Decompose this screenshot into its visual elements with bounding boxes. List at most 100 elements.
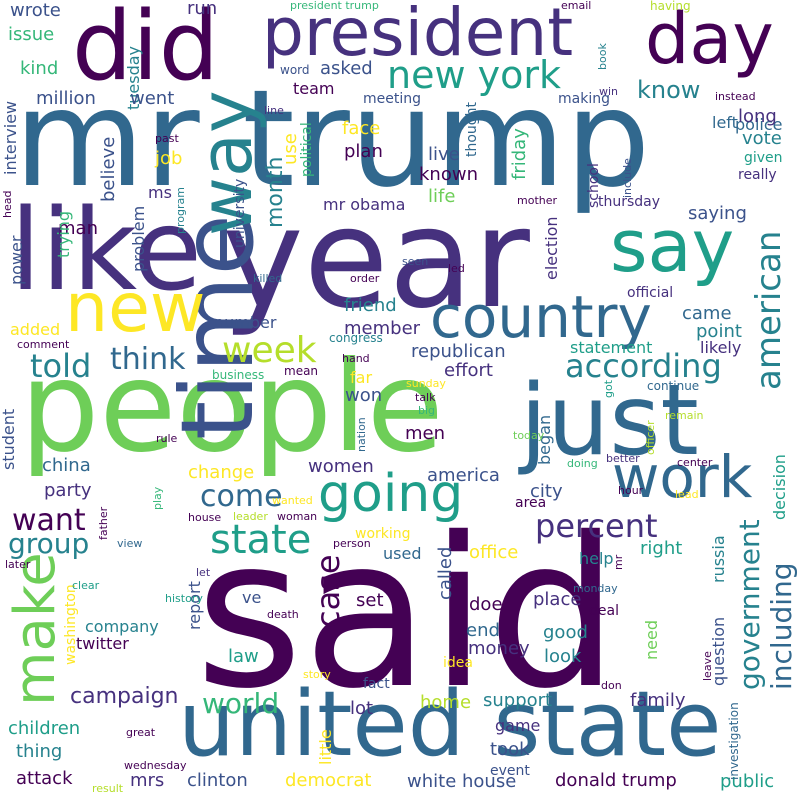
word: political [299,122,315,177]
word: win [599,85,619,98]
word: mr obama [323,195,406,214]
word: leader [233,510,268,523]
word: men [405,423,446,444]
word: making [558,91,610,107]
word: place [533,589,582,610]
word: result [92,782,124,795]
word: little [316,729,335,765]
word: percent [535,507,658,545]
word: really [738,167,777,183]
word: want [12,503,86,538]
word: twitter [76,634,129,653]
word: friday [509,128,530,180]
word: republican [411,341,506,362]
word: officer [644,420,657,455]
word: left [712,113,738,132]
word: family [630,690,686,711]
word: new york [387,53,561,97]
word: history [165,592,203,605]
word: look [544,646,582,667]
word: use [280,133,301,165]
word: life [428,186,456,207]
word: kind [20,58,59,79]
word: think [110,342,186,377]
word: saying [688,203,747,224]
word: led [448,262,465,275]
word: went [130,88,175,109]
word: killed [253,272,283,285]
word: democrat [285,770,372,791]
word: issue [8,24,55,45]
word: program [174,187,187,234]
word: head [1,190,14,218]
word: party [44,480,92,501]
word: woman [277,510,318,523]
word: united state [178,672,722,777]
word: president [262,0,574,71]
word: people [20,335,444,480]
word: ve [242,588,262,607]
word: mr trump [14,61,651,217]
word: investigation [727,702,741,780]
word: city [530,481,563,502]
word: business [212,368,265,382]
word: nation [355,417,368,452]
word: order [350,272,380,285]
word: book [596,43,609,70]
word: mean [284,364,319,378]
word: better [606,452,640,465]
word: million [36,88,96,109]
word: continue [647,379,700,393]
word: used [383,544,422,563]
word: day [645,0,774,80]
word: group [8,527,90,560]
word: seen [402,255,429,268]
word: face [342,118,381,139]
word: mr [612,554,625,570]
word: need [642,620,661,660]
word: comment [17,338,70,351]
word: vote [742,128,782,149]
word: just [520,364,699,478]
word: american [749,230,789,390]
word: support [483,690,553,711]
word: year [222,178,530,339]
word: case [309,554,347,628]
word: center [677,456,713,469]
word: report [185,581,204,630]
word: campaign [70,684,179,709]
word: area [515,495,547,511]
word: wrote [10,0,61,21]
word: won [345,385,383,406]
word: today [513,429,545,442]
word: father [97,506,110,540]
word: decision [770,454,789,520]
word: came [682,303,732,324]
word: donald trump [555,770,677,791]
word: point [696,321,742,342]
word: mother [517,194,558,207]
word: attack [16,768,73,789]
word: including [765,562,798,690]
word: sunday [406,377,446,390]
word: idea [443,655,473,671]
word: clinton [187,770,248,791]
word: white house [407,771,517,792]
word: don [601,679,622,692]
word: women [308,456,374,477]
word: play [151,486,164,510]
word: election [542,216,561,280]
word: office [469,542,519,563]
word: country [430,283,652,351]
word: got [602,379,615,398]
word: monday [573,582,618,595]
word: event [490,763,530,779]
word: good [543,622,588,643]
word: hand [342,352,370,365]
word: children [8,718,81,739]
word: known [419,164,478,185]
word: make [3,552,68,706]
word: member [344,318,421,339]
word: plan [344,141,383,162]
word: talk [415,391,436,404]
